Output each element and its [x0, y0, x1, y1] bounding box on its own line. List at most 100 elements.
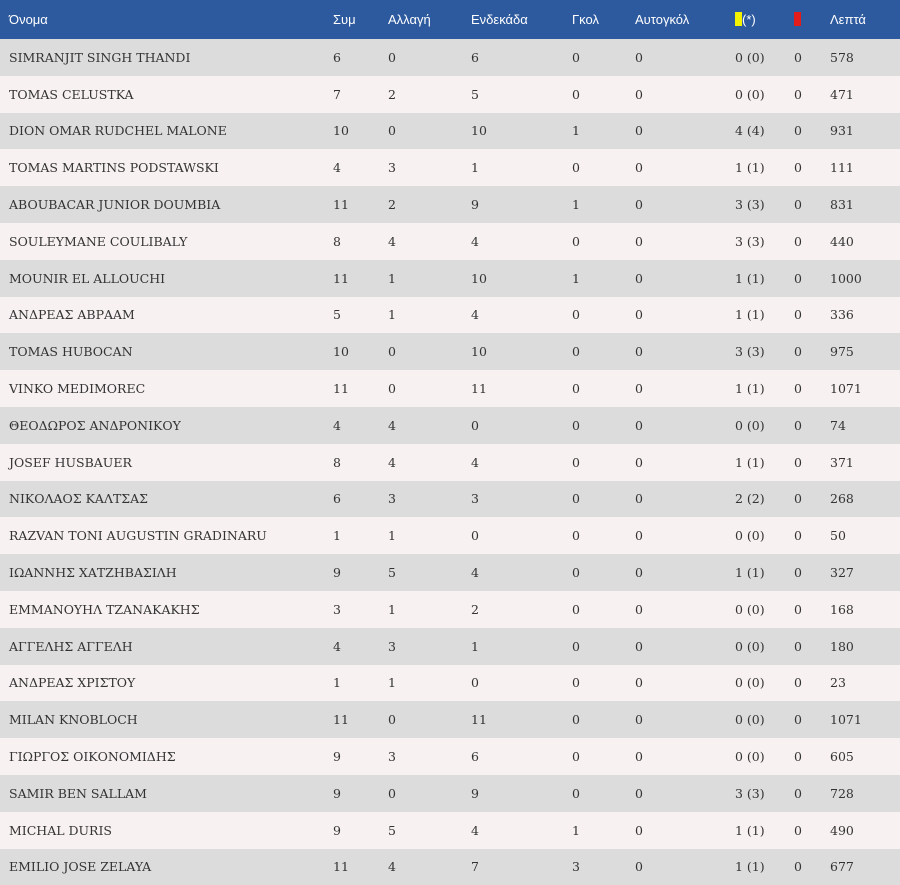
starts-cell: 3 — [471, 491, 479, 507]
starts-cell: 2 — [471, 601, 479, 617]
goals-cell: 0 — [572, 344, 580, 360]
minutes-cell: 336 — [830, 307, 854, 323]
substitutions-cell: 3 — [388, 160, 396, 176]
player-name-cell[interactable]: ΘΕΟΔΩΡΟΣ ΑΝΔΡΟΝΙΚΟΥ — [9, 417, 181, 433]
player-name-cell[interactable]: EMILIO JOSE ZELAYA — [9, 859, 152, 875]
header-name[interactable]: Όνομα — [9, 12, 48, 27]
table-row: MICHAL DURIS 9 5 4 1 0 1 (1) 0 490 — [0, 811, 900, 849]
own-goals-cell: 0 — [635, 123, 643, 139]
own-goals-cell: 0 — [635, 749, 643, 765]
header-subs[interactable]: Αλλαγή — [388, 12, 431, 27]
red-cards-cell: 0 — [794, 601, 802, 617]
red-cards-cell: 0 — [794, 638, 802, 654]
header-yellow-cards[interactable]: (*) — [735, 0, 794, 39]
minutes-cell: 50 — [830, 528, 846, 544]
appearances-cell: 4 — [333, 160, 341, 176]
player-name-cell[interactable]: SAMIR BEN SALLAM — [9, 785, 147, 801]
yellow-cards-cell: 2 (2) — [735, 491, 765, 507]
substitutions-cell: 3 — [388, 638, 396, 654]
yellow-cards-cell: 0 (0) — [735, 675, 765, 691]
starts-cell: 9 — [471, 785, 479, 801]
yellow-cards-cell: 0 (0) — [735, 417, 765, 433]
red-cards-cell: 0 — [794, 822, 802, 838]
table-row: EMILIO JOSE ZELAYA 11 4 7 3 0 1 (1) 0 677 — [0, 848, 900, 885]
red-cards-cell: 0 — [794, 197, 802, 213]
minutes-cell: 1000 — [830, 270, 862, 286]
appearances-cell: 6 — [333, 491, 341, 507]
red-cards-cell: 0 — [794, 307, 802, 323]
yellow-cards-cell: 0 (0) — [735, 638, 765, 654]
table-row: ΕΜΜΑΝΟΥΗΛ ΤΖΑΝΑΚΑΚΗΣ 3 1 2 0 0 0 (0) 0 168 — [0, 590, 900, 628]
substitutions-cell: 0 — [388, 123, 396, 139]
red-cards-cell: 0 — [794, 160, 802, 176]
minutes-cell: 831 — [830, 197, 854, 213]
player-name-cell[interactable]: MILAN KNOBLOCH — [9, 712, 138, 728]
yellow-cards-cell: 0 (0) — [735, 86, 765, 102]
player-name-cell[interactable]: TOMAS HUBOCAN — [9, 344, 133, 360]
goals-cell: 0 — [572, 675, 580, 691]
starts-cell: 11 — [471, 381, 487, 397]
header-goals[interactable]: Γκολ — [572, 12, 599, 27]
player-name-cell[interactable]: MICHAL DURIS — [9, 822, 112, 838]
substitutions-cell: 1 — [388, 601, 396, 617]
own-goals-cell: 0 — [635, 601, 643, 617]
red-cards-cell: 0 — [794, 454, 802, 470]
minutes-cell: 728 — [830, 785, 854, 801]
red-cards-cell: 0 — [794, 123, 802, 139]
player-name-cell[interactable]: ΙΩΑΝΝΗΣ ΧΑΤΖΗΒΑΣΙΛΗ — [9, 565, 177, 581]
minutes-cell: 168 — [830, 601, 854, 617]
player-name-cell[interactable]: ΑΓΓΕΛΗΣ ΑΓΓΕΛΗ — [9, 638, 133, 654]
minutes-cell: 268 — [830, 491, 854, 507]
player-name-cell[interactable]: TOMAS MARTINS PODSTAWSKI — [9, 160, 219, 176]
substitutions-cell: 1 — [388, 270, 396, 286]
appearances-cell: 4 — [333, 638, 341, 654]
table-row: TOMAS HUBOCAN 10 0 10 0 0 3 (3) 0 975 — [0, 333, 900, 371]
own-goals-cell: 0 — [635, 565, 643, 581]
table-row: ΑΓΓΕΛΗΣ ΑΓΓΕΛΗ 4 3 1 0 0 0 (0) 0 180 — [0, 627, 900, 665]
own-goals-cell: 0 — [635, 160, 643, 176]
substitutions-cell: 4 — [388, 417, 396, 433]
own-goals-cell: 0 — [635, 822, 643, 838]
player-name-cell[interactable]: MOUNIR EL ALLOUCHI — [9, 270, 166, 286]
header-own-goals[interactable]: Αυτογκόλ — [635, 12, 690, 27]
table-row: MILAN KNOBLOCH 11 0 11 0 0 0 (0) 0 1071 — [0, 701, 900, 739]
player-name-cell[interactable]: ΝΙΚΟΛΑΟΣ ΚΑΛΤΣΑΣ — [9, 491, 149, 507]
player-name-cell[interactable]: TOMAS CELUSTKA — [9, 86, 134, 102]
substitutions-cell: 5 — [388, 565, 396, 581]
minutes-cell: 578 — [830, 49, 854, 65]
yellow-cards-cell: 1 (1) — [735, 822, 765, 838]
minutes-cell: 23 — [830, 675, 846, 691]
minutes-cell: 440 — [830, 233, 854, 249]
player-name-cell[interactable]: RAZVAN TONI AUGUSTIN GRADINARU — [9, 528, 267, 544]
goals-cell: 0 — [572, 307, 580, 323]
table-row: ΘΕΟΔΩΡΟΣ ΑΝΔΡΟΝΙΚΟΥ 4 4 0 0 0 0 (0) 0 74 — [0, 406, 900, 444]
starts-cell: 11 — [471, 712, 487, 728]
table-row: SIMRANJIT SINGH THANDI 6 0 6 0 0 0 (0) 0 578 — [0, 39, 900, 76]
header-starts[interactable]: Ενδεκάδα — [471, 12, 528, 27]
header-apps[interactable]: Συμ — [333, 12, 356, 27]
header-minutes[interactable]: Λεπτά — [830, 12, 866, 27]
player-name-cell[interactable]: SIMRANJIT SINGH THANDI — [9, 49, 191, 65]
goals-cell: 0 — [572, 381, 580, 397]
player-name-cell[interactable]: DION OMAR RUDCHEL MALONE — [9, 123, 227, 139]
player-name-cell[interactable]: SOULEYMANE COULIBALY — [9, 233, 188, 249]
player-name-cell[interactable]: ABOUBACAR JUNIOR DOUMBIA — [9, 197, 221, 213]
red-cards-cell: 0 — [794, 675, 802, 691]
player-name-cell[interactable]: VINKO MEDIMOREC — [9, 381, 146, 397]
red-cards-cell: 0 — [794, 270, 802, 286]
player-name-cell[interactable]: ΑΝΔΡΕΑΣ ΧΡΙΣΤΟΥ — [9, 675, 136, 691]
table-row: MOUNIR EL ALLOUCHI 11 1 10 1 0 1 (1) 0 1000 — [0, 259, 900, 297]
own-goals-cell: 0 — [635, 49, 643, 65]
player-name-cell[interactable]: JOSEF HUSBAUER — [9, 454, 132, 470]
player-name-cell[interactable]: ΓΙΩΡΓΟΣ ΟΙΚΟΝΟΜΙΔΗΣ — [9, 749, 176, 765]
table-row: VINKO MEDIMOREC 11 0 11 0 0 1 (1) 0 1071 — [0, 370, 900, 407]
player-name-cell[interactable]: ΕΜΜΑΝΟΥΗΛ ΤΖΑΝΑΚΑΚΗΣ — [9, 601, 200, 617]
minutes-cell: 1071 — [830, 712, 862, 728]
player-name-cell[interactable]: ΑΝΔΡΕΑΣ ΑΒΡΑΑΜ — [9, 307, 135, 323]
own-goals-cell: 0 — [635, 270, 643, 286]
header-red-cards[interactable] — [794, 0, 830, 39]
own-goals-cell: 0 — [635, 785, 643, 801]
goals-cell: 0 — [572, 638, 580, 654]
table-row: ΝΙΚΟΛΑΟΣ ΚΑΛΤΣΑΣ 6 3 3 0 0 2 (2) 0 268 — [0, 480, 900, 518]
table-row: ΑΝΔΡΕΑΣ ΑΒΡΑΑΜ 5 1 4 0 0 1 (1) 0 336 — [0, 296, 900, 334]
